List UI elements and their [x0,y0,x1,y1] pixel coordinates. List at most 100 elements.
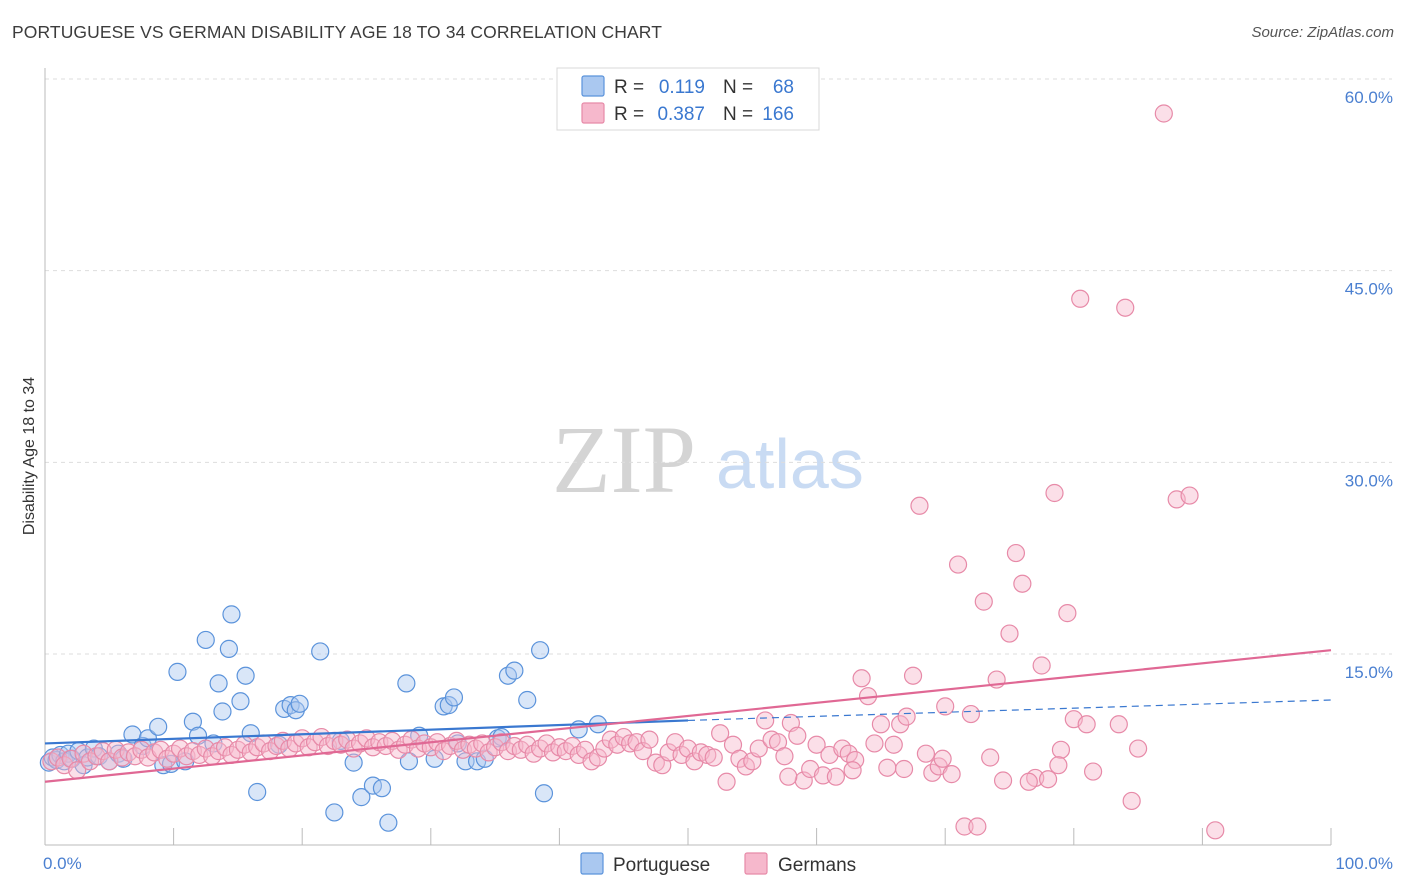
x-tick-labels: 0.0% 100.0% [43,854,1393,873]
portuguese-r-label: R = [614,77,644,98]
germans-point [1206,821,1225,840]
germans-point [826,767,845,786]
germans-point [1038,770,1058,789]
portuguese-swatch [581,75,605,97]
germans-point [1122,791,1141,811]
germans-point [933,749,952,768]
germans-point [1071,289,1090,308]
germans-point [1077,715,1096,734]
germans-point [1128,739,1148,758]
germans-n-value: 166 [762,104,794,125]
portuguese-point [531,641,550,660]
germans-point [974,592,993,611]
gridlines [45,78,1392,655]
germans-point [813,766,833,785]
germans-point [903,666,923,685]
portuguese-point [505,661,524,680]
germans-point [775,747,794,766]
chart-title: PORTUGUESE VS GERMAN DISABILITY AGE 18 T… [12,22,662,42]
germans-point [1051,740,1071,759]
germans-point [756,711,775,730]
x-tick-label: 0.0% [43,854,82,873]
germans-point [942,765,961,784]
germans-point [779,767,798,786]
germans-point [704,748,723,767]
portuguese-point [168,662,187,681]
legend-portuguese-swatch [580,852,604,875]
germans-point [1116,298,1135,317]
germans-point [993,771,1013,790]
portuguese-point [222,605,241,624]
axes [44,68,1332,846]
germans-n-label: N = [723,104,753,125]
y-tick-label: 30.0% [1345,471,1393,490]
portuguese-point [183,712,202,731]
y-tick-labels: 15.0% 30.0% 45.0% 60.0% [1345,88,1393,682]
portuguese-point [236,666,255,685]
germans-point [749,739,768,758]
source-credit: Source: ZipAtlas.com [1251,24,1394,41]
germans-point [981,748,1000,767]
portuguese-point [325,803,344,822]
y-tick-label: 60.0% [1345,88,1393,107]
germans-point [807,735,826,754]
portuguese-n-label: N = [723,77,753,98]
germans-point [948,555,968,574]
portuguese-point [209,674,228,693]
germans-point [843,761,862,780]
portuguese-point [444,688,464,707]
germans-point [788,726,807,745]
watermark-atlas: atlas [716,425,864,503]
portuguese-point [379,813,398,832]
portuguese-point [397,674,416,693]
watermark: ZIP atlas [552,406,864,513]
portuguese-trendline [44,719,689,745]
legend-germans-swatch [744,852,768,875]
germans-swatch [581,102,605,124]
germans-point [961,704,981,724]
germans-point [955,817,974,836]
portuguese-point [352,788,371,807]
germans-point [884,735,903,754]
portuguese-point [213,702,232,721]
germans-point [1049,756,1068,775]
portuguese-point [149,717,168,736]
portuguese-point [311,642,330,661]
portuguese-point [372,779,392,798]
germans-trendline [44,649,1332,783]
germans-point [1019,772,1038,791]
germans-point [865,734,884,753]
germans-point [711,724,730,743]
legend-portuguese-label: Portuguese [613,855,710,876]
germans-point [1006,543,1026,563]
x-tick-label: 100.0% [1335,854,1393,873]
y-axis-title: Disability Age 18 to 34 [21,377,38,535]
portuguese-trendline-extension [687,699,1332,722]
germans-point [1000,624,1019,643]
germans-point [871,715,891,734]
germans-point [910,496,929,515]
y-tick-label: 15.0% [1345,663,1393,682]
germans-point [633,742,653,761]
portuguese-point [248,782,267,802]
germans-point [640,730,659,749]
legend-germans-label: Germans [778,855,856,876]
trendlines [44,649,1332,783]
portuguese-point [534,784,554,803]
portuguese-points [39,605,608,832]
germans-point [1013,574,1032,593]
portuguese-point [518,690,537,710]
germans-point [1083,762,1103,781]
portuguese-point [231,692,250,711]
germans-point [897,707,916,726]
portuguese-n-value: 68 [773,77,794,98]
bottom-legend: Portuguese Germans [580,852,856,876]
germans-point [894,759,914,779]
germans-point [717,772,736,791]
germans-point [588,748,608,767]
germans-point [936,697,955,716]
y-tick-label: 45.0% [1345,280,1393,299]
germans-point [1045,483,1064,503]
germans-point [1109,715,1128,734]
